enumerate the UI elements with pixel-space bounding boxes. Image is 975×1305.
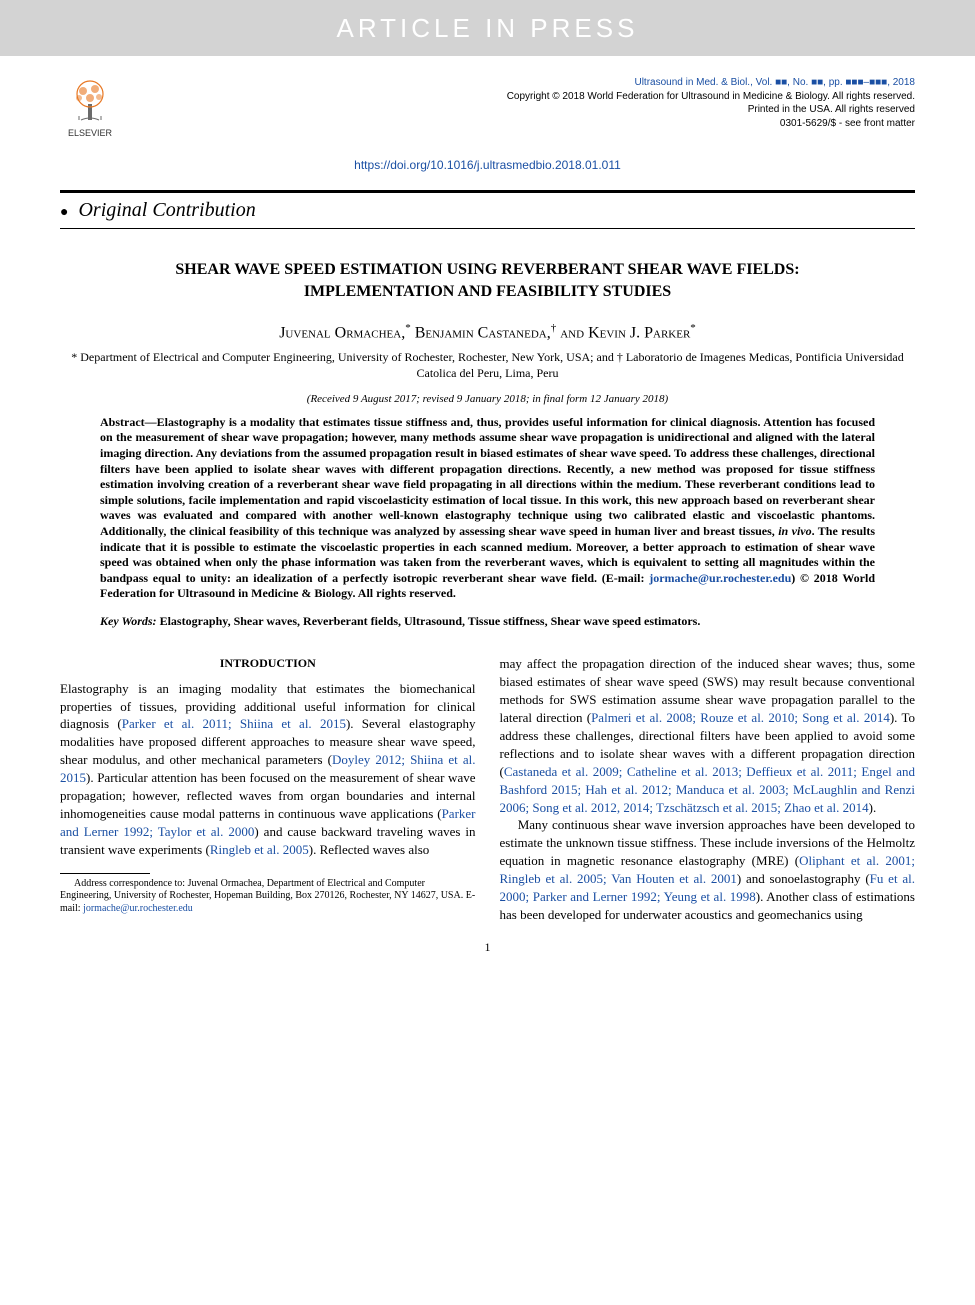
manuscript-dates: (Received 9 August 2017; revised 9 Janua… — [0, 381, 975, 415]
corresponding-email-link[interactable]: jormache@ur.rochester.edu — [649, 571, 791, 585]
author-1: Juvenal Ormachea, — [279, 325, 405, 342]
author-2: Benjamin Castaneda, — [415, 325, 551, 342]
affil-mark-1: * — [405, 322, 411, 334]
correspondence-footnote: Address correspondence to: Juvenal Ormac… — [60, 878, 476, 916]
footnote-email-link[interactable]: jormache@ur.rochester.edu — [83, 903, 193, 914]
citation-ref[interactable]: Parker et al. 2011; Shiina et al. 2015 — [122, 716, 346, 731]
citation-ref[interactable]: Castaneda et al. 2009; Catheline et al. … — [500, 764, 916, 815]
citation-ref[interactable]: Palmeri et al. 2008; Rouze et al. 2010; … — [591, 710, 890, 725]
doi-row: https://doi.org/10.1016/j.ultrasmedbio.2… — [0, 154, 975, 190]
authors-row: Juvenal Ormachea,* Benjamin Castaneda,† … — [0, 312, 975, 348]
elsevier-tree-icon — [65, 76, 115, 126]
abstract-body-pre: Elastography is a modality that estimate… — [100, 415, 875, 538]
title-block: SHEAR WAVE SPEED ESTIMATION USING REVERB… — [0, 229, 975, 312]
banner-text: ARTICLE IN PRESS — [337, 13, 639, 44]
print-line: Printed in the USA. All rights reserved — [507, 103, 915, 117]
issn-line: 0301-5629/$ - see front matter — [507, 117, 915, 131]
abstract: Abstract—Elastography is a modality that… — [0, 415, 975, 602]
right-para-1: may affect the propagation direction of … — [500, 655, 916, 816]
keywords: Key Words: Elastography, Shear waves, Re… — [0, 602, 975, 649]
article-in-press-banner: ARTICLE IN PRESS — [0, 0, 975, 56]
body-columns: INTRODUCTION Elastography is an imaging … — [0, 649, 975, 934]
section-label: Original Contribution — [78, 199, 255, 221]
right-para-2: Many continuous shear wave inversion app… — [500, 816, 916, 924]
keywords-text: Elastography, Shear waves, Reverberant f… — [160, 614, 701, 628]
article-title-line2: IMPLEMENTATION AND FEASIBILITY STUDIES — [60, 281, 915, 303]
doi-link[interactable]: https://doi.org/10.1016/j.ultrasmedbio.2… — [354, 158, 621, 172]
author-3: and Kevin J. Parker — [560, 325, 690, 342]
affiliations: * Department of Electrical and Computer … — [0, 349, 975, 381]
article-title-line1: SHEAR WAVE SPEED ESTIMATION USING REVERB… — [60, 259, 915, 281]
citation-ref[interactable]: Ringleb et al. 2005 — [210, 842, 309, 857]
keywords-label: Key Words: — [100, 614, 160, 628]
publisher-name: ELSEVIER — [68, 128, 112, 138]
left-column: INTRODUCTION Elastography is an imaging … — [60, 655, 476, 924]
affil-mark-3: * — [690, 322, 696, 334]
intro-para-1: Elastography is an imaging modality that… — [60, 680, 476, 859]
intro-heading: INTRODUCTION — [60, 655, 476, 672]
copyright-line: Copyright © 2018 World Federation for Ul… — [507, 90, 915, 104]
in-vivo: in vivo — [778, 524, 811, 538]
journal-ref: Ultrasound in Med. & Biol., Vol. ■■, No.… — [507, 76, 915, 90]
abstract-label: Abstract— — [100, 415, 157, 429]
citation-block: Ultrasound in Med. & Biol., Vol. ■■, No.… — [507, 76, 915, 130]
publisher-logo: ELSEVIER — [60, 76, 120, 146]
section-header: ● Original Contribution — [60, 190, 915, 229]
right-column: may affect the propagation direction of … — [500, 655, 916, 924]
header-row: ELSEVIER Ultrasound in Med. & Biol., Vol… — [0, 56, 975, 154]
bullet-icon: ● — [60, 205, 68, 220]
footnote-rule — [60, 873, 150, 874]
page-number: 1 — [0, 934, 975, 975]
affil-mark-2: † — [551, 322, 557, 334]
